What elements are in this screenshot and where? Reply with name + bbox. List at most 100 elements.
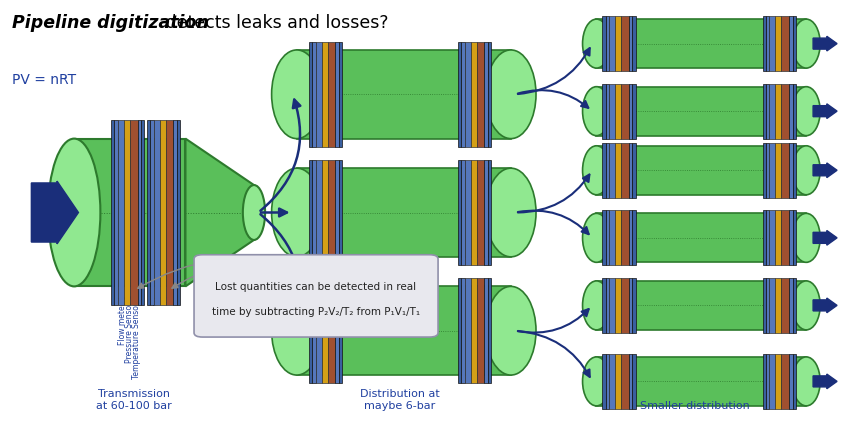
Ellipse shape — [792, 281, 820, 330]
Text: Flow meter 1: Flow meter 1 — [119, 295, 127, 345]
Bar — [776, 84, 782, 139]
Bar — [782, 278, 789, 333]
Ellipse shape — [485, 50, 536, 139]
Bar — [793, 354, 796, 409]
Bar — [471, 160, 477, 265]
Bar — [606, 84, 609, 139]
Bar — [114, 120, 118, 305]
Ellipse shape — [582, 357, 611, 406]
Bar — [632, 143, 636, 198]
Bar — [606, 354, 609, 409]
Bar — [602, 210, 606, 265]
Bar — [458, 278, 461, 383]
Bar — [793, 16, 796, 71]
Bar — [602, 354, 606, 409]
Bar — [596, 19, 807, 68]
Bar — [782, 84, 789, 139]
Ellipse shape — [271, 50, 322, 139]
Ellipse shape — [48, 139, 101, 286]
Bar — [763, 354, 766, 409]
Bar — [621, 16, 629, 71]
Bar — [150, 120, 154, 305]
Bar — [782, 16, 789, 71]
Bar — [770, 354, 776, 409]
Bar — [315, 278, 321, 383]
Bar — [335, 42, 338, 147]
Text: V2: V2 — [154, 295, 162, 305]
Bar — [321, 278, 327, 383]
Bar — [321, 160, 327, 265]
Bar — [615, 84, 621, 139]
Ellipse shape — [582, 87, 611, 136]
Bar — [609, 16, 615, 71]
Bar — [793, 143, 796, 198]
Bar — [458, 42, 461, 147]
Ellipse shape — [582, 146, 611, 195]
Bar — [338, 42, 342, 147]
Bar — [609, 210, 615, 265]
Bar — [308, 160, 312, 265]
Bar — [782, 210, 789, 265]
Bar — [484, 278, 488, 383]
Bar — [621, 354, 629, 409]
Bar — [615, 143, 621, 198]
Bar — [776, 16, 782, 71]
Ellipse shape — [792, 357, 820, 406]
Bar — [766, 84, 770, 139]
Bar — [793, 210, 796, 265]
Bar — [312, 278, 315, 383]
Bar — [615, 16, 621, 71]
Bar — [789, 210, 793, 265]
Bar — [632, 354, 636, 409]
Bar — [606, 143, 609, 198]
Bar — [763, 143, 766, 198]
Bar — [137, 120, 141, 305]
Bar — [629, 143, 632, 198]
Text: Temperature Sensor 1: Temperature Sensor 1 — [132, 295, 141, 379]
FancyArrow shape — [813, 36, 837, 51]
Bar — [596, 281, 807, 330]
Bar — [465, 42, 471, 147]
Bar — [609, 143, 615, 198]
Bar — [629, 278, 632, 333]
Bar — [154, 120, 160, 305]
Bar — [763, 210, 766, 265]
Bar — [602, 143, 606, 198]
Bar — [602, 278, 606, 333]
Bar — [609, 354, 615, 409]
Bar — [335, 278, 338, 383]
Bar — [327, 278, 335, 383]
Text: Transmission
at 60-100 bar: Transmission at 60-100 bar — [96, 389, 172, 411]
Bar — [766, 16, 770, 71]
Bar — [465, 160, 471, 265]
Bar — [124, 120, 130, 305]
Bar — [471, 278, 477, 383]
Bar — [166, 120, 174, 305]
Bar — [141, 120, 144, 305]
Bar — [770, 16, 776, 71]
Bar — [111, 120, 114, 305]
Bar — [477, 160, 484, 265]
Bar — [606, 278, 609, 333]
Text: detects leaks and losses?: detects leaks and losses? — [160, 14, 388, 32]
Text: Pipeline digitization: Pipeline digitization — [12, 14, 209, 32]
Bar — [315, 160, 321, 265]
Bar — [458, 160, 461, 265]
Bar — [596, 213, 807, 262]
Bar — [629, 354, 632, 409]
Ellipse shape — [792, 213, 820, 262]
Bar — [763, 278, 766, 333]
Bar — [776, 354, 782, 409]
Bar — [177, 120, 180, 305]
Bar — [160, 120, 166, 305]
Ellipse shape — [243, 185, 265, 240]
Bar — [615, 278, 621, 333]
Bar — [629, 84, 632, 139]
Polygon shape — [186, 139, 254, 286]
Ellipse shape — [792, 19, 820, 68]
Bar — [621, 210, 629, 265]
Bar — [484, 160, 488, 265]
Bar — [74, 139, 186, 286]
Ellipse shape — [485, 286, 536, 375]
FancyArrow shape — [813, 230, 837, 245]
